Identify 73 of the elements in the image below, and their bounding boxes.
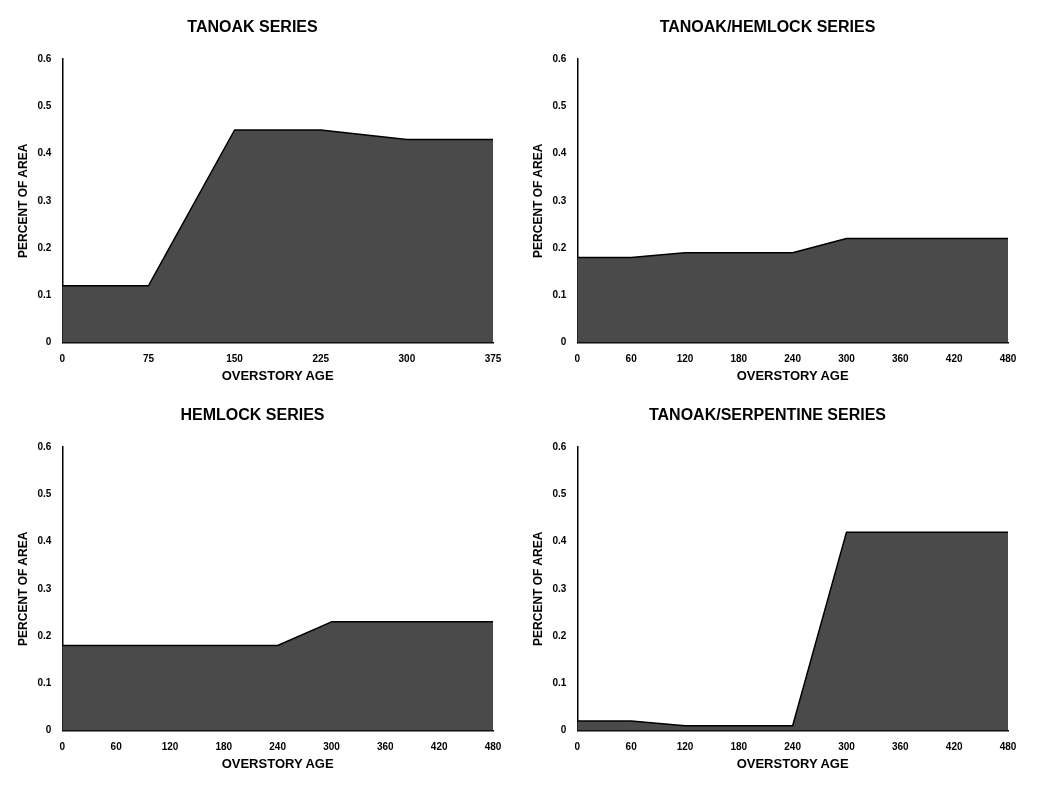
y-tick-label: 0.6 [37, 440, 52, 452]
y-tick-label: 0.5 [552, 488, 567, 500]
x-tick-label: 420 [430, 741, 448, 753]
y-tick-label: 0 [560, 724, 567, 736]
x-tick-label: 0 [59, 741, 66, 753]
x-tick-label: 150 [226, 353, 244, 365]
x-tick-label: 360 [891, 353, 910, 365]
x-tick-label: 360 [376, 741, 395, 753]
y-tick-label: 0.1 [37, 288, 52, 300]
y-tick-label: 0.3 [552, 582, 567, 594]
y-tick-label: 0.1 [37, 676, 52, 688]
x-tick-label: 225 [312, 353, 330, 365]
y-axis-title: PERCENT OF AREA [530, 143, 545, 258]
x-tick-label: 180 [215, 741, 233, 753]
y-tick-label: 0 [45, 336, 52, 348]
x-tick-label: 375 [484, 353, 502, 365]
x-tick-label: 240 [784, 353, 802, 365]
x-tick-label: 300 [838, 353, 856, 365]
x-tick-label: 180 [730, 353, 748, 365]
y-tick-label: 0 [560, 336, 567, 348]
y-tick-label: 0.5 [552, 100, 567, 112]
x-tick-label: 300 [323, 741, 341, 753]
x-tick-label: 240 [269, 741, 287, 753]
x-tick-label: 420 [945, 353, 963, 365]
x-tick-label: 120 [676, 741, 694, 753]
y-tick-label: 0.4 [37, 147, 52, 159]
x-tick-label: 0 [574, 741, 581, 753]
chart-title: TANOAK SERIES [187, 18, 319, 36]
y-tick-label: 0.5 [37, 488, 52, 500]
x-tick-label: 480 [484, 741, 502, 753]
x-tick-label: 60 [110, 741, 123, 753]
x-tick-label: 75 [142, 353, 155, 365]
x-tick-label: 480 [999, 353, 1017, 365]
x-tick-label: 300 [838, 741, 856, 753]
y-tick-label: 0.3 [552, 194, 567, 206]
x-tick-label: 0 [59, 353, 66, 365]
y-tick-label: 0.1 [552, 676, 567, 688]
x-tick-label: 0 [574, 353, 581, 365]
x-tick-label: 360 [891, 741, 910, 753]
x-tick-label: 180 [730, 741, 748, 753]
y-axis-title: PERCENT OF AREA [15, 531, 30, 646]
y-tick-label: 0 [45, 724, 52, 736]
x-tick-label: 240 [784, 741, 802, 753]
y-tick-label: 0.2 [37, 629, 52, 641]
x-tick-label: 120 [161, 741, 179, 753]
x-tick-label: 120 [676, 353, 694, 365]
chart-title: TANOAK/SERPENTINE SERIES [648, 406, 887, 424]
x-tick-label: 300 [398, 353, 416, 365]
y-axis-title: PERCENT OF AREA [530, 531, 545, 646]
y-tick-label: 0.4 [552, 147, 567, 159]
y-tick-label: 0.3 [37, 194, 52, 206]
y-tick-label: 0.1 [552, 288, 567, 300]
chart-title: TANOAK/HEMLOCK SERIES [659, 18, 876, 36]
y-tick-label: 0.4 [37, 535, 52, 547]
y-tick-label: 0.6 [552, 52, 567, 64]
x-tick-label: 60 [625, 741, 638, 753]
y-axis-title: PERCENT OF AREA [15, 143, 30, 258]
x-axis-title: OVERSTORY AGE [221, 755, 334, 771]
y-tick-label: 0.3 [37, 582, 52, 594]
x-axis-title: OVERSTORY AGE [736, 367, 849, 383]
y-tick-label: 0.6 [552, 440, 567, 452]
y-tick-label: 0.4 [552, 535, 567, 547]
chart-title: HEMLOCK SERIES [180, 406, 325, 424]
x-tick-label: 480 [999, 741, 1017, 753]
x-tick-label: 420 [945, 741, 963, 753]
x-tick-label: 60 [625, 353, 638, 365]
y-tick-label: 0.5 [37, 100, 52, 112]
y-tick-label: 0.2 [552, 629, 567, 641]
y-tick-label: 0.6 [37, 52, 52, 64]
x-axis-title: OVERSTORY AGE [736, 755, 849, 771]
y-tick-label: 0.2 [552, 241, 567, 253]
x-axis-title: OVERSTORY AGE [221, 367, 334, 383]
y-tick-label: 0.2 [37, 241, 52, 253]
